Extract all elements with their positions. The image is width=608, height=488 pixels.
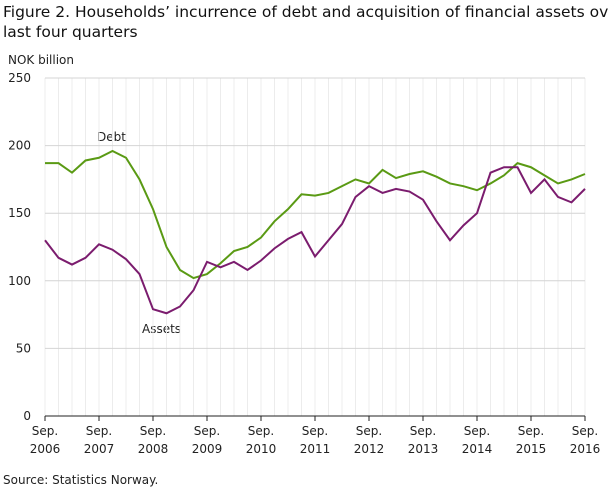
x-tick-label: Sep. 2016: [570, 424, 601, 456]
x-tick-label: Sep. 2006: [30, 424, 61, 456]
chart-title: last four quarters: [3, 23, 138, 41]
x-tick-label: Sep. 2014: [462, 424, 493, 456]
data-line: [44, 166, 586, 315]
series-label: Debt: [97, 130, 126, 144]
y-tick-label: 50: [16, 341, 31, 355]
x-tick-label: Sep. 2007: [84, 424, 115, 456]
data-line: [45, 149, 586, 280]
x-tick-label: Sep. 2010: [246, 424, 277, 456]
y-tick-label: 100: [8, 274, 31, 288]
x-tick-label: Sep. 2015: [516, 424, 547, 456]
y-tick-label: 250: [8, 71, 31, 85]
y-tick-label: 0: [23, 409, 31, 423]
y-axis-label: NOK billion: [8, 53, 74, 67]
y-tick-label: 150: [8, 206, 31, 220]
source: Source: Statistics Norway.: [3, 473, 158, 487]
chart-title: Figure 2. Households’ incurrence of debt…: [3, 3, 608, 21]
x-tick-label: Sep. 2008: [138, 424, 169, 456]
x-tick-label: Sep. 2009: [192, 424, 223, 456]
x-tick-label: Sep. 2013: [408, 424, 439, 456]
y-tick-label: 200: [8, 139, 31, 153]
series-label: Assets: [142, 322, 181, 336]
x-tick-label: Sep. 2011: [300, 424, 331, 456]
x-tick-label: Sep. 2012: [354, 424, 385, 456]
